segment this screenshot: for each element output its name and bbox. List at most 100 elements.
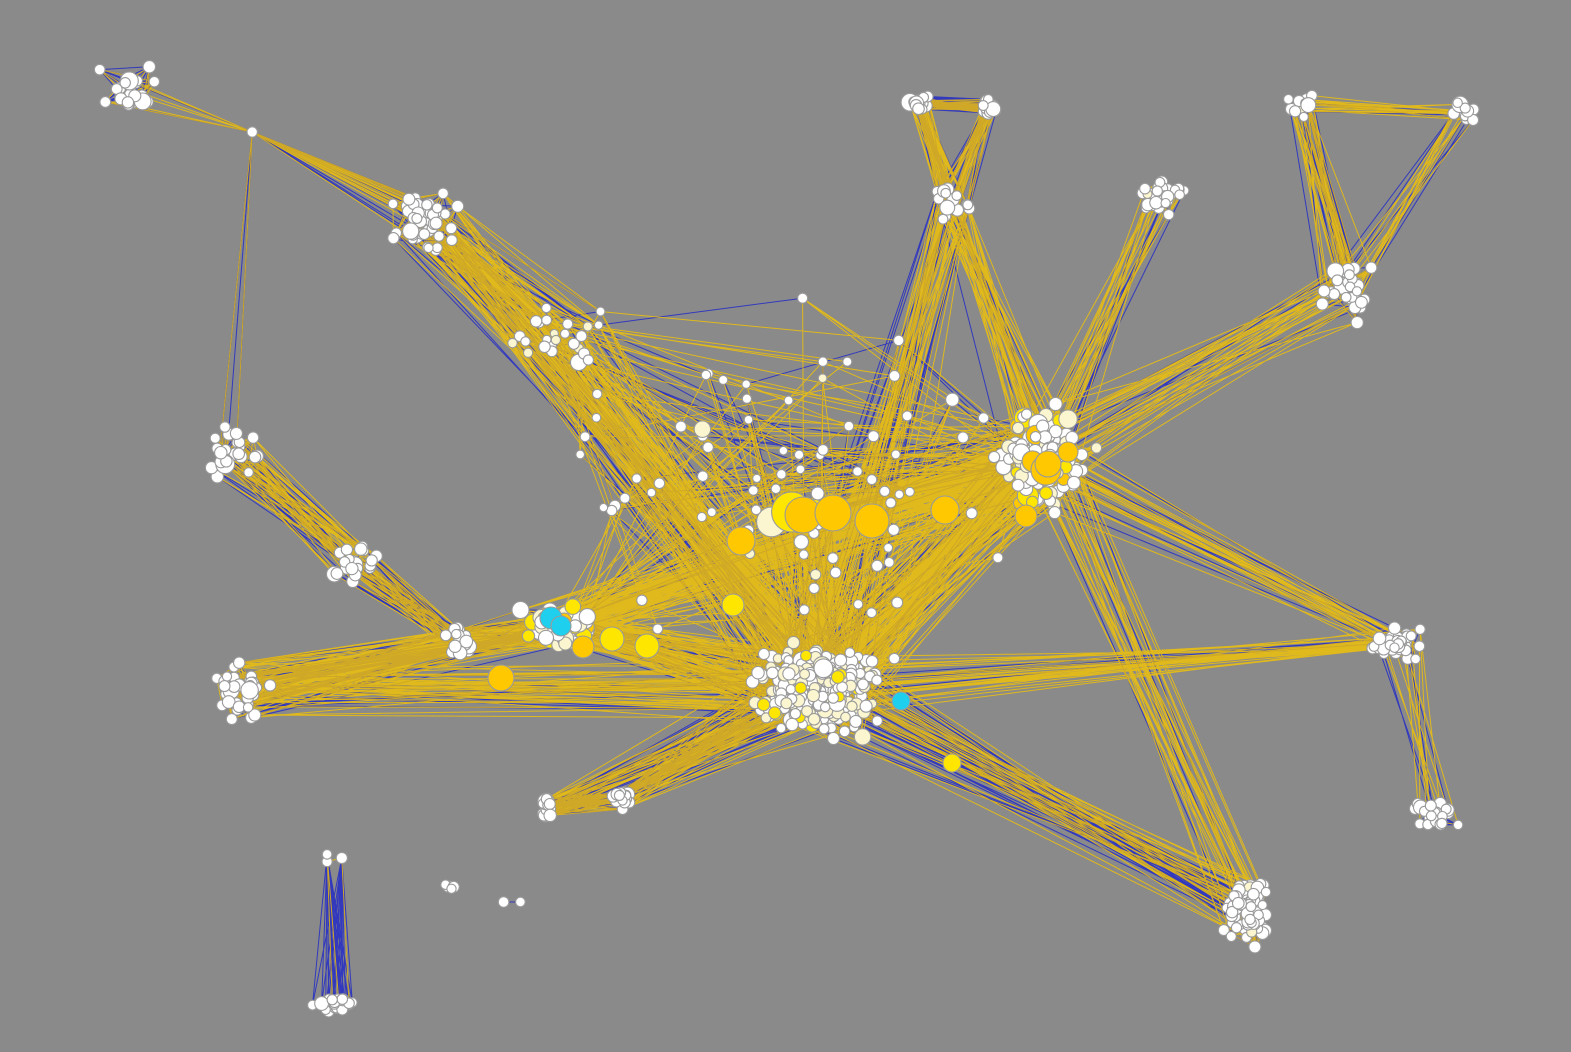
graph-node[interactable] [579, 431, 591, 443]
graph-node[interactable] [827, 552, 839, 564]
graph-node[interactable] [800, 649, 812, 662]
graph-node[interactable] [1039, 486, 1053, 500]
graph-node[interactable] [221, 671, 233, 682]
graph-node[interactable] [846, 700, 858, 712]
graph-node[interactable] [789, 708, 802, 720]
graph-node[interactable] [888, 652, 901, 665]
graph-node-hub[interactable] [930, 495, 960, 525]
graph-node[interactable] [1459, 102, 1471, 114]
graph-node[interactable] [418, 228, 431, 241]
graph-node[interactable] [619, 492, 631, 504]
graph-node[interactable] [578, 608, 596, 626]
graph-node[interactable] [747, 485, 759, 496]
graph-node[interactable] [752, 473, 762, 484]
graph-node[interactable] [857, 678, 869, 691]
graph-node[interactable] [1389, 642, 1400, 653]
graph-node[interactable] [437, 187, 449, 200]
graph-node[interactable] [595, 306, 606, 317]
graph-node[interactable] [778, 445, 789, 456]
graph-node[interactable] [806, 688, 820, 703]
graph-node[interactable] [246, 126, 258, 138]
graph-node[interactable] [314, 996, 330, 1011]
graph-node[interactable] [1288, 105, 1302, 118]
graph-node[interactable] [439, 629, 452, 642]
graph-node[interactable] [940, 187, 952, 199]
graph-node[interactable] [817, 373, 828, 384]
graph-node[interactable] [1387, 621, 1402, 635]
graph-node[interactable] [1048, 424, 1063, 439]
graph-node[interactable] [1090, 442, 1103, 454]
graph-node[interactable] [142, 60, 157, 74]
graph-node[interactable] [1414, 623, 1426, 635]
graph-node[interactable] [883, 556, 895, 568]
graph-node[interactable] [785, 717, 799, 732]
graph-node[interactable] [853, 728, 872, 746]
graph-node[interactable] [340, 543, 354, 556]
graph-node[interactable] [445, 234, 458, 247]
graph-node[interactable] [849, 714, 863, 728]
graph-node[interactable] [834, 653, 848, 667]
graph-node[interactable] [497, 896, 510, 908]
graph-node-highlighted[interactable] [550, 615, 572, 637]
graph-node-hub[interactable] [721, 593, 745, 617]
graph-node[interactable] [879, 485, 891, 497]
graph-node[interactable] [507, 337, 518, 349]
graph-node[interactable] [1317, 284, 1331, 298]
graph-node[interactable] [593, 320, 604, 330]
graph-node[interactable] [766, 666, 779, 680]
graph-node[interactable] [891, 596, 904, 609]
graph-node[interactable] [871, 674, 883, 686]
graph-node-hub[interactable] [487, 664, 515, 692]
graph-node[interactable] [433, 230, 445, 242]
graph-node[interactable] [515, 896, 526, 908]
graph-node[interactable] [912, 102, 925, 116]
graph-node-hub[interactable] [634, 633, 660, 659]
graph-node[interactable] [225, 713, 238, 726]
graph-node[interactable] [1425, 810, 1437, 822]
graph-node[interactable] [901, 410, 913, 422]
graph-node[interactable] [992, 552, 1004, 564]
node-layer[interactable] [93, 60, 1480, 1018]
graph-node[interactable] [962, 199, 974, 211]
graph-node[interactable] [1315, 297, 1329, 311]
graph-node[interactable] [977, 100, 989, 111]
graph-node[interactable] [810, 486, 825, 501]
graph-node[interactable] [977, 412, 990, 424]
graph-node[interactable] [582, 321, 593, 332]
graph-node[interactable] [702, 441, 714, 454]
graph-node[interactable] [783, 395, 794, 406]
graph-node[interactable] [793, 534, 810, 550]
graph-node[interactable] [1298, 111, 1309, 122]
graph-node[interactable] [987, 450, 1001, 464]
graph-node[interactable] [529, 315, 543, 328]
graph-node[interactable] [99, 96, 112, 108]
graph-node[interactable] [575, 449, 586, 460]
graph-node[interactable] [785, 684, 796, 695]
graph-node[interactable] [1424, 799, 1437, 812]
graph-node-hub[interactable] [1014, 504, 1038, 528]
graph-node[interactable] [646, 487, 657, 498]
graph-node[interactable] [1331, 274, 1344, 287]
graph-node[interactable] [219, 421, 231, 433]
graph-node[interactable] [558, 636, 573, 651]
graph-node[interactable] [795, 464, 806, 475]
graph-node[interactable] [445, 222, 458, 235]
graph-node[interactable] [451, 628, 462, 640]
graph-node[interactable] [1260, 886, 1272, 898]
graph-node[interactable] [794, 681, 807, 695]
graph-node[interactable] [1410, 653, 1421, 665]
graph-node[interactable] [904, 486, 915, 497]
graph-node[interactable] [887, 523, 900, 536]
graph-node[interactable] [965, 507, 978, 520]
graph-node[interactable] [1036, 419, 1050, 433]
graph-node[interactable] [1139, 182, 1151, 195]
graph-node[interactable] [1245, 901, 1257, 913]
graph-node[interactable] [591, 388, 603, 400]
graph-node[interactable] [345, 561, 359, 576]
graph-node[interactable] [890, 449, 901, 460]
graph-node[interactable] [119, 77, 131, 89]
graph-node[interactable] [1048, 506, 1062, 520]
graph-node[interactable] [885, 497, 897, 509]
graph-node[interactable] [819, 701, 831, 713]
graph-node[interactable] [242, 702, 254, 713]
